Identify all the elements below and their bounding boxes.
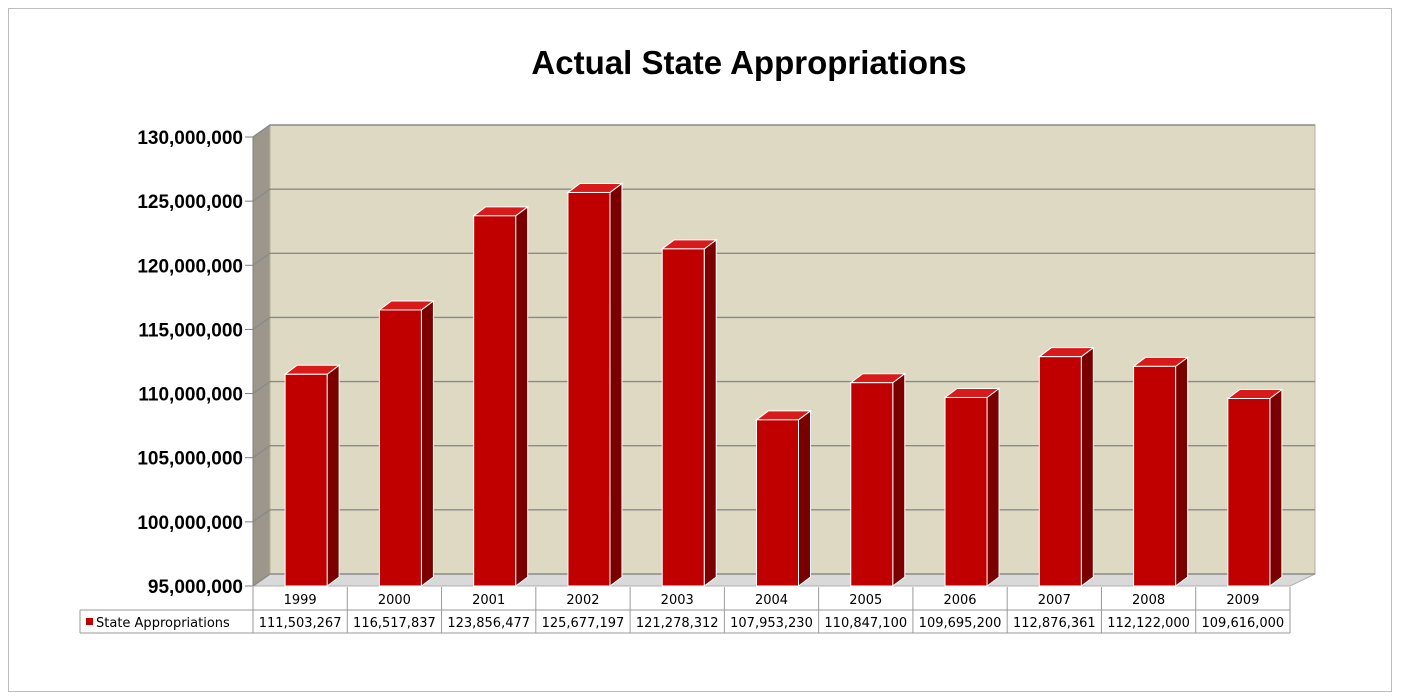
bar bbox=[377, 299, 435, 587]
bar bbox=[566, 182, 624, 587]
value-label: 125,677,197 bbox=[542, 616, 625, 631]
category-label: 2000 bbox=[378, 593, 411, 608]
ytick-label: 115,000,000 bbox=[138, 320, 243, 341]
category-label: 2008 bbox=[1132, 593, 1165, 608]
bar-front bbox=[1038, 356, 1082, 587]
bar-side bbox=[1175, 356, 1189, 587]
ytick-label: 100,000,000 bbox=[137, 513, 243, 534]
bar-side bbox=[420, 299, 434, 587]
ytick-label: 120,000,000 bbox=[137, 256, 243, 277]
value-label: 121,278,312 bbox=[636, 616, 719, 631]
bar-front bbox=[567, 191, 611, 587]
bar-side bbox=[1269, 388, 1283, 587]
category-label: 2001 bbox=[472, 593, 505, 608]
legend-label: State Appropriations bbox=[96, 616, 230, 631]
bar bbox=[1132, 356, 1190, 587]
bar-front bbox=[944, 396, 988, 587]
side-wall bbox=[253, 125, 270, 586]
bar-front bbox=[284, 373, 328, 587]
value-label: 123,856,477 bbox=[447, 616, 530, 631]
value-label: 111,503,267 bbox=[259, 616, 342, 631]
value-label: 112,122,000 bbox=[1107, 616, 1190, 631]
bar bbox=[660, 238, 718, 587]
category-label: 2005 bbox=[849, 593, 882, 608]
value-label: 109,695,200 bbox=[919, 616, 1002, 631]
bar bbox=[755, 409, 812, 587]
bar bbox=[1226, 388, 1284, 587]
chart-title: Actual State Appropriations bbox=[531, 44, 967, 81]
category-label: 2007 bbox=[1038, 593, 1071, 608]
bar-front bbox=[661, 248, 705, 587]
bar bbox=[283, 364, 341, 587]
bar-side bbox=[1080, 346, 1094, 587]
category-label: 2006 bbox=[943, 593, 976, 608]
bar-side bbox=[515, 205, 529, 587]
bar-front bbox=[378, 309, 422, 587]
ytick-label: 95,000,000 bbox=[148, 577, 243, 598]
value-label: 110,847,100 bbox=[824, 616, 907, 631]
category-label: 2003 bbox=[661, 593, 694, 608]
category-label: 1999 bbox=[284, 593, 317, 608]
bar-front bbox=[850, 382, 894, 587]
ytick-label: 105,000,000 bbox=[137, 449, 243, 470]
bar bbox=[943, 387, 1001, 587]
gridline bbox=[252, 252, 1315, 266]
bar-front bbox=[1133, 365, 1177, 587]
bar-side bbox=[326, 364, 340, 587]
value-label: 112,876,361 bbox=[1013, 616, 1096, 631]
gridline bbox=[252, 316, 1315, 331]
gridline bbox=[252, 188, 1315, 202]
bar-side bbox=[798, 409, 811, 587]
gridline bbox=[252, 124, 1315, 138]
bar bbox=[849, 372, 907, 587]
bar-side bbox=[703, 238, 717, 587]
bar bbox=[1037, 346, 1095, 587]
ytick-label: 130,000,000 bbox=[137, 128, 243, 149]
category-label: 2009 bbox=[1226, 593, 1259, 608]
ytick-label: 110,000,000 bbox=[138, 385, 243, 406]
bar-side bbox=[892, 372, 906, 587]
category-label: 2002 bbox=[566, 593, 599, 608]
category-label: 2004 bbox=[755, 593, 788, 608]
ytick-label: 125,000,000 bbox=[137, 192, 243, 213]
bar-front bbox=[473, 215, 517, 587]
value-label: 107,953,230 bbox=[730, 616, 813, 631]
bar-front bbox=[1227, 397, 1271, 587]
legend-swatch bbox=[86, 618, 93, 625]
bar-side bbox=[609, 182, 623, 587]
value-label: 109,616,000 bbox=[1202, 616, 1285, 631]
gridline bbox=[252, 380, 1315, 395]
value-label: 116,517,837 bbox=[353, 616, 436, 631]
bar-side bbox=[986, 387, 1000, 587]
bar bbox=[472, 205, 530, 587]
bar-front bbox=[756, 419, 799, 587]
